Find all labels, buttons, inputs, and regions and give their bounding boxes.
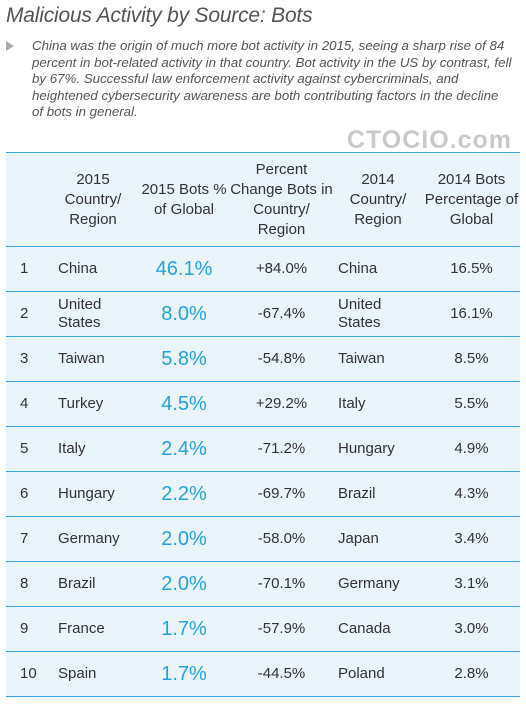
cell-2015-bots-pct: 1.7% — [161, 663, 207, 685]
cell-percent-change: -70.1% — [257, 575, 306, 592]
cell-rank: 1 — [20, 260, 29, 277]
cell-2015-bots-pct: 46.1% — [155, 258, 213, 280]
cell-2014-country: China — [338, 260, 378, 277]
table-row: 10 Spain 1.7% -44.5% Poland 2.8% — [6, 652, 520, 697]
table-row: 9 France 1.7% -57.9% Canada 3.0% — [6, 607, 520, 652]
cell-rank: 10 — [20, 665, 37, 682]
table-row: 7 Germany 2.0% -58.0% Japan 3.4% — [6, 517, 520, 562]
watermark: CTOCIO.com — [346, 126, 512, 154]
table-row: 2 United States 8.0% -67.4% United States 16.… — [6, 292, 520, 337]
cell-2014-country: Japan — [338, 530, 379, 547]
header-2015-bots-pct: 2015 Bots % of Global — [141, 180, 227, 218]
cell-2015-country: Hungary — [58, 485, 115, 502]
cell-2014-bots-pct: 8.5% — [454, 350, 489, 367]
cell-rank: 8 — [20, 575, 29, 592]
cell-2014-bots-pct: 4.9% — [454, 440, 489, 457]
cell-percent-change: -58.0% — [257, 530, 306, 547]
chart-description: China was the origin of much more bot ac… — [32, 38, 512, 119]
cell-2014-bots-pct: 3.1% — [454, 575, 489, 592]
cell-2014-country: Taiwan — [338, 350, 385, 367]
cell-2014-bots-pct: 16.5% — [450, 260, 493, 277]
cell-2014-country: United States — [338, 296, 382, 331]
table-row: 4 Turkey 4.5% +29.2% Italy 5.5% — [6, 382, 520, 427]
cell-2014-country: Hungary — [338, 440, 395, 457]
cell-2015-bots-pct: 8.0% — [161, 303, 207, 325]
table-row: 6 Hungary 2.2% -69.7% Brazil 4.3% — [6, 472, 520, 517]
cell-percent-change: -67.4% — [257, 305, 306, 322]
cell-2015-country: Spain — [58, 665, 97, 682]
cell-2014-country: Italy — [338, 395, 366, 412]
cell-2014-country: Canada — [338, 620, 391, 637]
table-row: 5 Italy 2.4% -71.2% Hungary 4.9% — [6, 427, 520, 472]
cell-2015-country: Turkey — [58, 395, 104, 412]
table-row: 1 China 46.1% +84.0% China 16.5% — [6, 247, 520, 292]
cell-2015-bots-pct: 2.0% — [161, 573, 207, 595]
cell-2014-bots-pct: 3.4% — [454, 530, 489, 547]
cell-percent-change: +29.2% — [255, 395, 308, 412]
table-body: 1 China 46.1% +84.0% China 16.5% 2 United State… — [6, 247, 520, 697]
cell-2015-bots-pct: 2.4% — [161, 438, 207, 460]
cell-2014-bots-pct: 4.3% — [454, 485, 489, 502]
cell-percent-change: -54.8% — [257, 350, 306, 367]
header-percent-change: Percent Change Bots in Country/ Region — [230, 160, 333, 238]
cell-2014-country: Brazil — [338, 485, 376, 502]
cell-2015-country: United States — [58, 296, 102, 331]
cell-2014-country: Germany — [338, 575, 400, 592]
bots-table: 2015 Country/ Region 2015 Bots % of Glob… — [6, 152, 520, 697]
cell-2015-bots-pct: 2.2% — [161, 483, 207, 505]
cell-2014-bots-pct: 5.5% — [454, 395, 489, 412]
table-row: 3 Taiwan 5.8% -54.8% Taiwan 8.5% — [6, 337, 520, 382]
cell-2014-country: Poland — [338, 665, 385, 682]
cell-rank: 2 — [20, 305, 29, 322]
cell-rank: 7 — [20, 530, 29, 547]
cell-2015-bots-pct: 5.8% — [161, 348, 207, 370]
cell-rank: 5 — [20, 440, 29, 457]
cell-2015-country: France — [58, 620, 105, 637]
cell-2014-bots-pct: 2.8% — [454, 665, 489, 682]
cell-2015-country: China — [58, 260, 98, 277]
header-2014-bots-pct: 2014 Bots Percentage of Global — [424, 170, 519, 228]
cell-percent-change: -57.9% — [257, 620, 306, 637]
table-row: 8 Brazil 2.0% -70.1% Germany 3.1% — [6, 562, 520, 607]
chart-title: Malicious Activity by Source: Bots — [6, 4, 313, 27]
cell-percent-change: -44.5% — [257, 665, 306, 682]
cell-2014-bots-pct: 3.0% — [454, 620, 489, 637]
cell-2014-bots-pct: 16.1% — [450, 305, 493, 322]
header-2015-country: 2015 Country/ Region — [64, 170, 122, 228]
cell-2015-country: Taiwan — [58, 350, 105, 367]
cell-percent-change: -71.2% — [257, 440, 306, 457]
header-2014-country: 2014 Country/ Region — [349, 170, 407, 228]
cell-rank: 4 — [20, 395, 29, 412]
cell-rank: 6 — [20, 485, 29, 502]
cell-rank: 9 — [20, 620, 29, 637]
cell-2015-bots-pct: 4.5% — [161, 393, 207, 415]
cell-2015-country: Brazil — [58, 575, 96, 592]
cell-percent-change: +84.0% — [255, 260, 308, 277]
cell-2015-bots-pct: 1.7% — [161, 618, 207, 640]
cell-2015-country: Germany — [58, 530, 120, 547]
bullet-arrow-icon — [6, 41, 14, 51]
cell-2015-bots-pct: 2.0% — [161, 528, 207, 550]
cell-2015-country: Italy — [58, 440, 86, 457]
table-header-row: 2015 Country/ Region 2015 Bots % of Glob… — [6, 153, 520, 247]
cell-percent-change: -69.7% — [257, 485, 306, 502]
cell-rank: 3 — [20, 350, 29, 367]
